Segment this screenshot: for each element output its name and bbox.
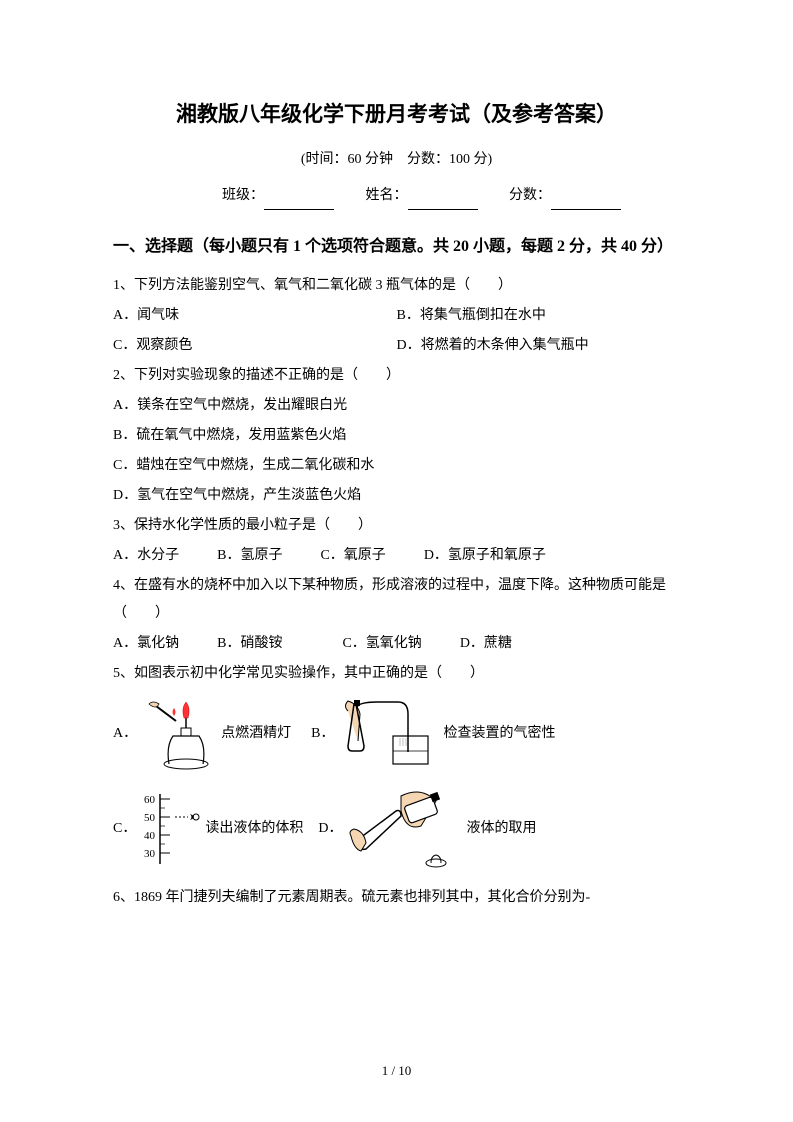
name-label: 姓名： (366, 188, 408, 203)
q3-b: B．氢原子 (217, 542, 282, 570)
class-underline (264, 194, 334, 210)
q1-row2: C．观察颜色 D．将燃着的木条伸入集气瓶中 (113, 332, 680, 360)
q1-a: A．闻气味 (113, 302, 397, 330)
q5-b-label: B． (311, 721, 334, 748)
q2-a: A．镁条在空气中燃烧，发出耀眼白光 (113, 392, 680, 420)
q5-a-label: A． (113, 721, 137, 748)
q1-b: B．将集气瓶倒扣在水中 (397, 302, 681, 330)
q3-a: A．水分子 (113, 542, 179, 570)
score-underline (551, 194, 621, 210)
q5-d-label: D． (318, 816, 342, 843)
q5-d-caption: 液体的取用 (466, 816, 536, 843)
q5-row2: C． 60 50 40 30 读出液体的体积 D． (113, 781, 680, 876)
airtight-check-icon (338, 696, 443, 771)
cylinder-read-icon: 60 50 40 30 (140, 789, 205, 869)
section-1-heading: 一、选择题（每小题只有 1 个选项符合题意。共 20 小题，每题 2 分，共 4… (113, 228, 680, 266)
q1-d: D．将燃着的木条伸入集气瓶中 (397, 332, 681, 360)
class-label: 班级： (222, 188, 264, 203)
q2-b: B．硫在氧气中燃烧，发用蓝紫色火焰 (113, 422, 680, 450)
q1-c: C．观察颜色 (113, 332, 397, 360)
q3-c: C．氧原子 (320, 542, 385, 570)
score-label: 分数： (509, 188, 551, 203)
mark-50: 50 (144, 812, 156, 824)
mark-60: 60 (144, 794, 156, 806)
q4-b: B．硝酸铵 (217, 630, 282, 658)
q3-options: A．水分子 B．氢原子 C．氧原子 D．氢原子和氧原子 (113, 542, 680, 570)
q4-text: 4、在盛有水的烧杯中加入以下某种物质，形成溶液的过程中，温度下降。这种物质可能是… (113, 572, 680, 628)
q2-text: 2、下列对实验现象的描述不正确的是（ ） (113, 362, 680, 390)
subtitle: (时间：60 分钟 分数：100 分) (113, 147, 680, 174)
q2-c: C．蜡烛在空气中燃烧，生成二氧化碳和水 (113, 452, 680, 480)
q5-text: 5、如图表示初中化学常见实验操作，其中正确的是（ ） (113, 660, 680, 688)
q4-d: D．蔗糖 (460, 630, 512, 658)
q4-c: C．氢氧化钠 (342, 630, 421, 658)
mark-40: 40 (144, 830, 156, 842)
page-title: 湘教版八年级化学下册月考考试（及参考答案） (113, 95, 680, 135)
q5-c-caption: 读出液体的体积 (205, 816, 303, 843)
q4-a: A．氯化钠 (113, 630, 179, 658)
q6-text: 6、1869 年门捷列夫编制了元素周期表。硫元素也排列其中，其化合价分别为- (113, 884, 680, 912)
q3-text: 3、保持水化学性质的最小粒子是（ ） (113, 512, 680, 540)
name-underline (408, 194, 478, 210)
q5-b-caption: 检查装置的气密性 (443, 721, 555, 748)
q1-text: 1、下列方法能鉴别空气、氧气和二氧化碳 3 瓶气体的是（ ） (113, 272, 680, 300)
info-line: 班级： 姓名： 分数： (113, 183, 680, 210)
q5-row1: A． 点燃酒精灯 B． 检查装置的气密性 (113, 696, 680, 771)
q5-a-caption: 点燃酒精灯 (221, 721, 291, 748)
q3-d: D．氢原子和氧原子 (424, 542, 546, 570)
q1-row1: A．闻气味 B．将集气瓶倒扣在水中 (113, 302, 680, 330)
liquid-pour-icon (346, 781, 466, 876)
q5-c-label: C． (113, 816, 136, 843)
q4-options: A．氯化钠 B．硝酸铵 C．氢氧化钠 D．蔗糖 (113, 630, 680, 658)
mark-30: 30 (144, 848, 156, 860)
q2-d: D．氢气在空气中燃烧，产生淡蓝色火焰 (113, 482, 680, 510)
page-number: 1 / 10 (0, 1059, 793, 1084)
alcohol-lamp-icon (141, 696, 221, 771)
